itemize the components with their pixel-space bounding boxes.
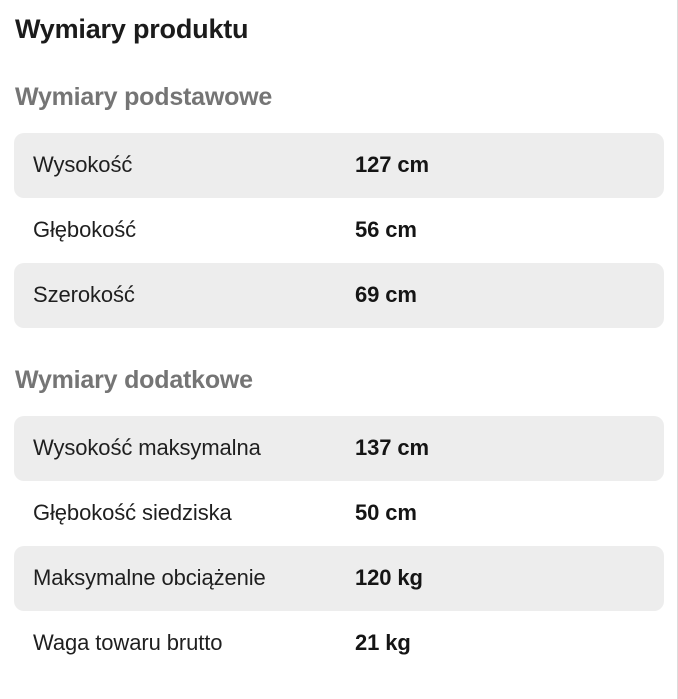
dimension-label: Maksymalne obciążenie bbox=[33, 565, 266, 591]
dimensions-section: Wymiary podstawowe Wysokość 127 cm Głębo… bbox=[0, 83, 677, 328]
table-row: Głębokość 56 cm bbox=[14, 198, 664, 263]
dimension-label: Głębokość bbox=[33, 217, 137, 243]
dimension-label: Głębokość siedziska bbox=[33, 500, 232, 526]
dimension-value: 56 cm bbox=[355, 217, 417, 243]
dimension-value: 120 kg bbox=[355, 565, 423, 591]
dimension-value: 21 kg bbox=[355, 630, 411, 656]
table-row: Wysokość 127 cm bbox=[14, 132, 664, 198]
section-heading: Wymiary dodatkowe bbox=[15, 365, 253, 394]
dimensions-table: Wysokość maksymalna 137 cm Głębokość sie… bbox=[14, 415, 664, 676]
dimension-label: Wysokość maksymalna bbox=[33, 435, 261, 461]
dimension-value: 137 cm bbox=[355, 435, 430, 461]
dimension-value: 50 cm bbox=[355, 500, 417, 526]
table-row: Głębokość siedziska 50 cm bbox=[14, 481, 664, 546]
dimensions-sections: Wymiary podstawowe Wysokość 127 cm Głębo… bbox=[0, 83, 677, 676]
table-row: Szerokość 69 cm bbox=[14, 262, 664, 328]
dimension-label: Wysokość bbox=[33, 152, 133, 178]
dimension-value: 69 cm bbox=[355, 282, 417, 308]
section-heading: Wymiary podstawowe bbox=[15, 83, 273, 112]
table-row: Maksymalne obciążenie 120 kg bbox=[14, 545, 664, 611]
dimension-value: 127 cm bbox=[355, 152, 430, 178]
table-row: Waga towaru brutto 21 kg bbox=[14, 611, 664, 676]
dimension-label: Szerokość bbox=[33, 282, 135, 308]
dimensions-table: Wysokość 127 cm Głębokość 56 cm Szerokoś… bbox=[14, 132, 664, 328]
dimensions-section: Wymiary dodatkowe Wysokość maksymalna 13… bbox=[0, 366, 677, 676]
table-row: Wysokość maksymalna 137 cm bbox=[14, 415, 664, 481]
page-title: Wymiary produktu bbox=[15, 14, 249, 44]
dimension-label: Waga towaru brutto bbox=[33, 630, 223, 656]
